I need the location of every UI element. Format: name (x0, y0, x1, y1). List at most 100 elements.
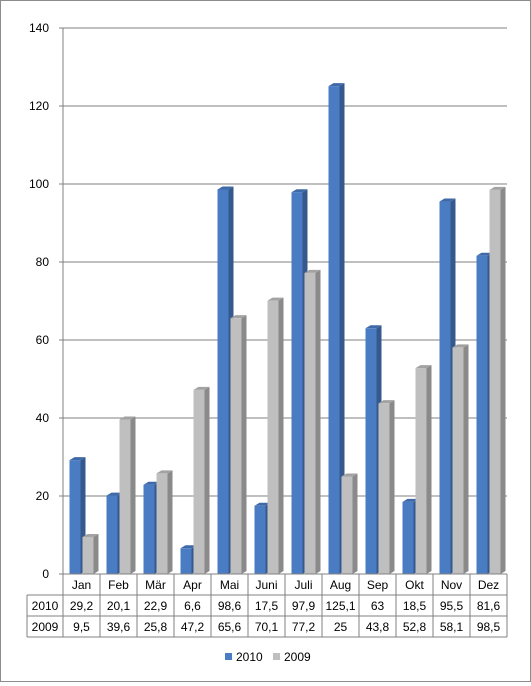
bar-front (106, 495, 118, 574)
y-tick-label: 80 (36, 255, 50, 269)
bar-2009-Aug (341, 473, 358, 574)
bar-top (180, 545, 197, 549)
bar-front (415, 368, 427, 574)
data-label: 70,1 (255, 620, 279, 634)
bar-front (69, 460, 81, 574)
bar-front (476, 255, 488, 574)
bar-top (489, 186, 506, 190)
bar-side (315, 269, 321, 574)
bar-side (339, 83, 345, 575)
data-label: 81,6 (477, 599, 501, 613)
bar-side (278, 297, 284, 574)
bar-side (93, 533, 99, 574)
table-series-name: 2009 (32, 620, 59, 634)
bar-top (452, 344, 469, 348)
bar-top (365, 325, 382, 329)
y-tick-label: 40 (36, 411, 50, 425)
y-tick-label: 60 (36, 333, 50, 347)
bar-2009-Okt (415, 365, 432, 574)
data-label: 63 (371, 599, 385, 613)
x-tick-label: Juni (255, 578, 277, 592)
legend: 2010 2009 (225, 650, 311, 664)
bar-side (130, 416, 136, 574)
bar-top (267, 297, 284, 301)
x-tick-label: Juli (294, 578, 312, 592)
x-tick-label: Mär (145, 578, 166, 592)
x-tick-label: Nov (441, 578, 462, 592)
bar-side (463, 344, 469, 574)
bar-top (439, 198, 456, 202)
bar-2009-Juni (267, 297, 284, 574)
bar-front (230, 318, 242, 574)
bar-side (204, 386, 210, 574)
bar-side (167, 470, 173, 574)
data-label: 98,6 (218, 599, 242, 613)
bar-front (291, 192, 303, 574)
bar-front (156, 473, 168, 574)
data-label: 25 (334, 620, 348, 634)
x-tick-label: Feb (108, 578, 129, 592)
bar-2009-Nov (452, 344, 469, 574)
bar-top (402, 498, 419, 502)
bar-2009-Mär (156, 470, 173, 574)
y-tick-label: 0 (42, 567, 49, 581)
bar-top (341, 473, 358, 477)
data-label: 58,1 (440, 620, 464, 634)
bar-top (304, 269, 321, 273)
bar-front (82, 536, 94, 574)
bar-top (143, 481, 160, 485)
x-tick-label: Dez (478, 578, 499, 592)
bar-front (365, 328, 377, 574)
bar-2009-Mai (230, 315, 247, 574)
gridlines (63, 27, 507, 497)
legend-label-2009: 2009 (284, 650, 311, 664)
bar-front (143, 484, 155, 574)
bar-front (193, 389, 205, 574)
bar-top (82, 533, 99, 537)
data-label: 6,6 (184, 599, 201, 613)
data-label: 29,2 (70, 599, 94, 613)
data-label: 9,5 (73, 620, 90, 634)
bar-front (378, 403, 390, 574)
bar-top (106, 492, 123, 496)
y-tick-label: 120 (29, 99, 49, 113)
bar-2010-Aug (328, 83, 345, 575)
x-tick-label: Apr (183, 578, 202, 592)
bar-top (291, 189, 308, 193)
bar-top (328, 83, 345, 87)
bar-front (402, 501, 414, 574)
bar-top (476, 252, 493, 256)
legend-label-2010: 2010 (236, 650, 263, 664)
data-label: 43,8 (366, 620, 390, 634)
bar-side (389, 400, 395, 574)
bar-top (378, 400, 395, 404)
x-tick-label: Jan (72, 578, 91, 592)
data-label: 52,8 (403, 620, 427, 634)
bar-front (439, 201, 451, 575)
bar-front (452, 347, 464, 574)
data-label: 97,9 (292, 599, 316, 613)
data-label: 65,6 (218, 620, 242, 634)
bar-front (217, 189, 229, 574)
data-label: 125,1 (325, 599, 355, 613)
x-tick-label: Aug (330, 578, 351, 592)
bar-side (426, 365, 432, 574)
bar-front (254, 505, 266, 574)
bar-top (156, 470, 173, 474)
bar-top (193, 386, 210, 390)
bars (69, 83, 506, 575)
data-label: 47,2 (181, 620, 205, 634)
bar-front (489, 189, 501, 574)
y-tick-label: 20 (36, 489, 50, 503)
bar-top (217, 186, 234, 190)
data-label: 77,2 (292, 620, 316, 634)
table-series-name: 2010 (32, 599, 59, 613)
data-label: 98,5 (477, 620, 501, 634)
bar-top (415, 365, 432, 369)
bar-front (341, 476, 353, 574)
data-label: 22,9 (144, 599, 168, 613)
bar-side (352, 473, 358, 574)
bar-2009-Juli (304, 269, 321, 574)
